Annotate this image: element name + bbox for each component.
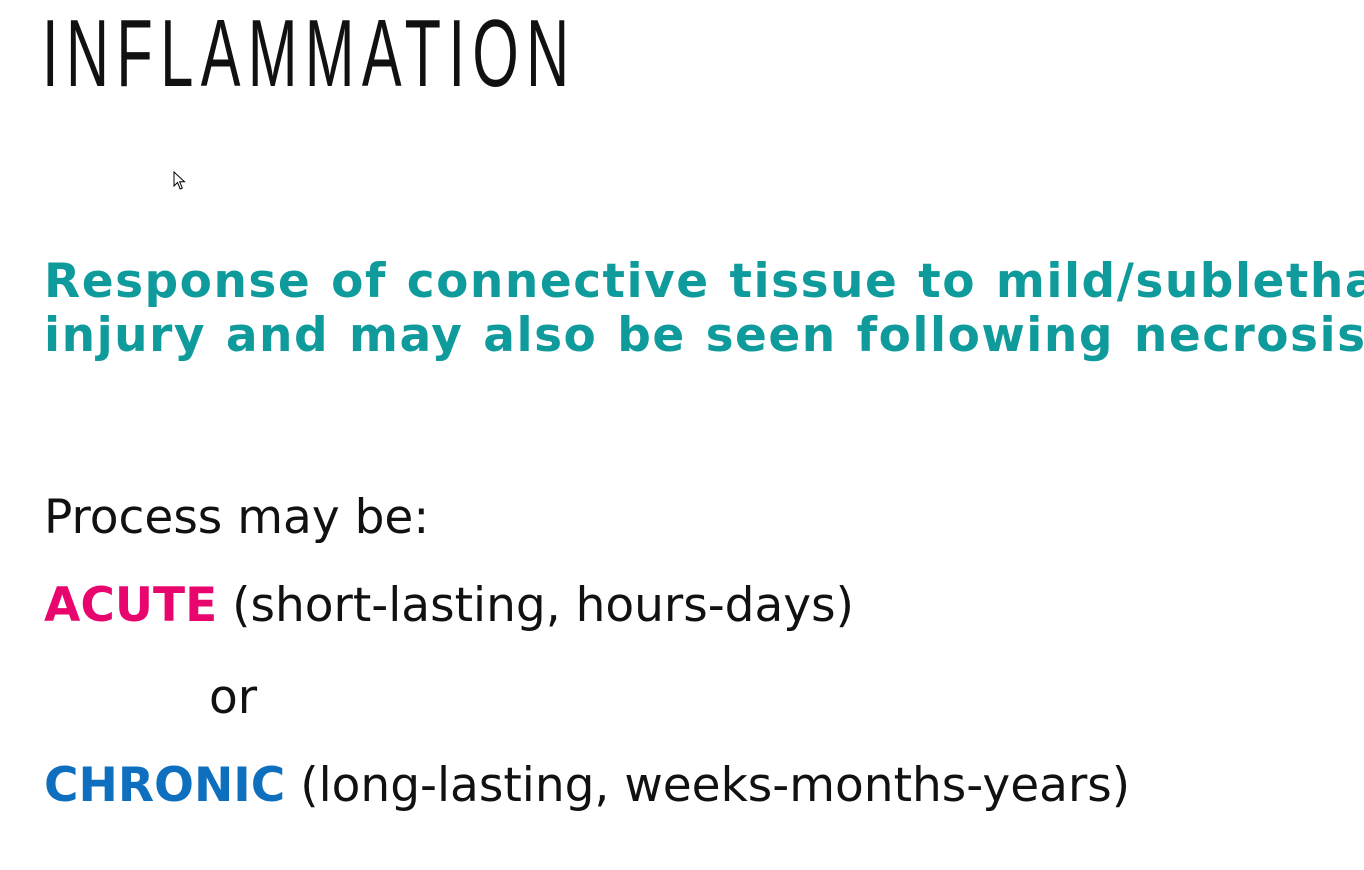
definition-line-2: injury and may also be seen following ne…	[44, 308, 1364, 363]
chronic-label: CHRONIC	[44, 758, 286, 813]
acute-description: (short-lasting, hours-days)	[232, 578, 854, 633]
chronic-line: CHRONIC (long-lasting, weeks-months-year…	[44, 758, 1130, 814]
or-connector: or	[209, 670, 258, 725]
process-intro: Process may be:	[44, 490, 430, 545]
acute-label: ACUTE	[44, 578, 218, 633]
definition-text: Response of connective tissue to mild/su…	[44, 254, 1364, 363]
acute-line: ACUTE (short-lasting, hours-days)	[44, 578, 854, 634]
definition-line-1: Response of connective tissue to mild/su…	[44, 254, 1364, 309]
mouse-pointer-icon	[173, 171, 186, 190]
slide-title: INFLAMMATION	[42, 0, 577, 107]
chronic-description: (long-lasting, weeks-months-years)	[300, 758, 1131, 813]
